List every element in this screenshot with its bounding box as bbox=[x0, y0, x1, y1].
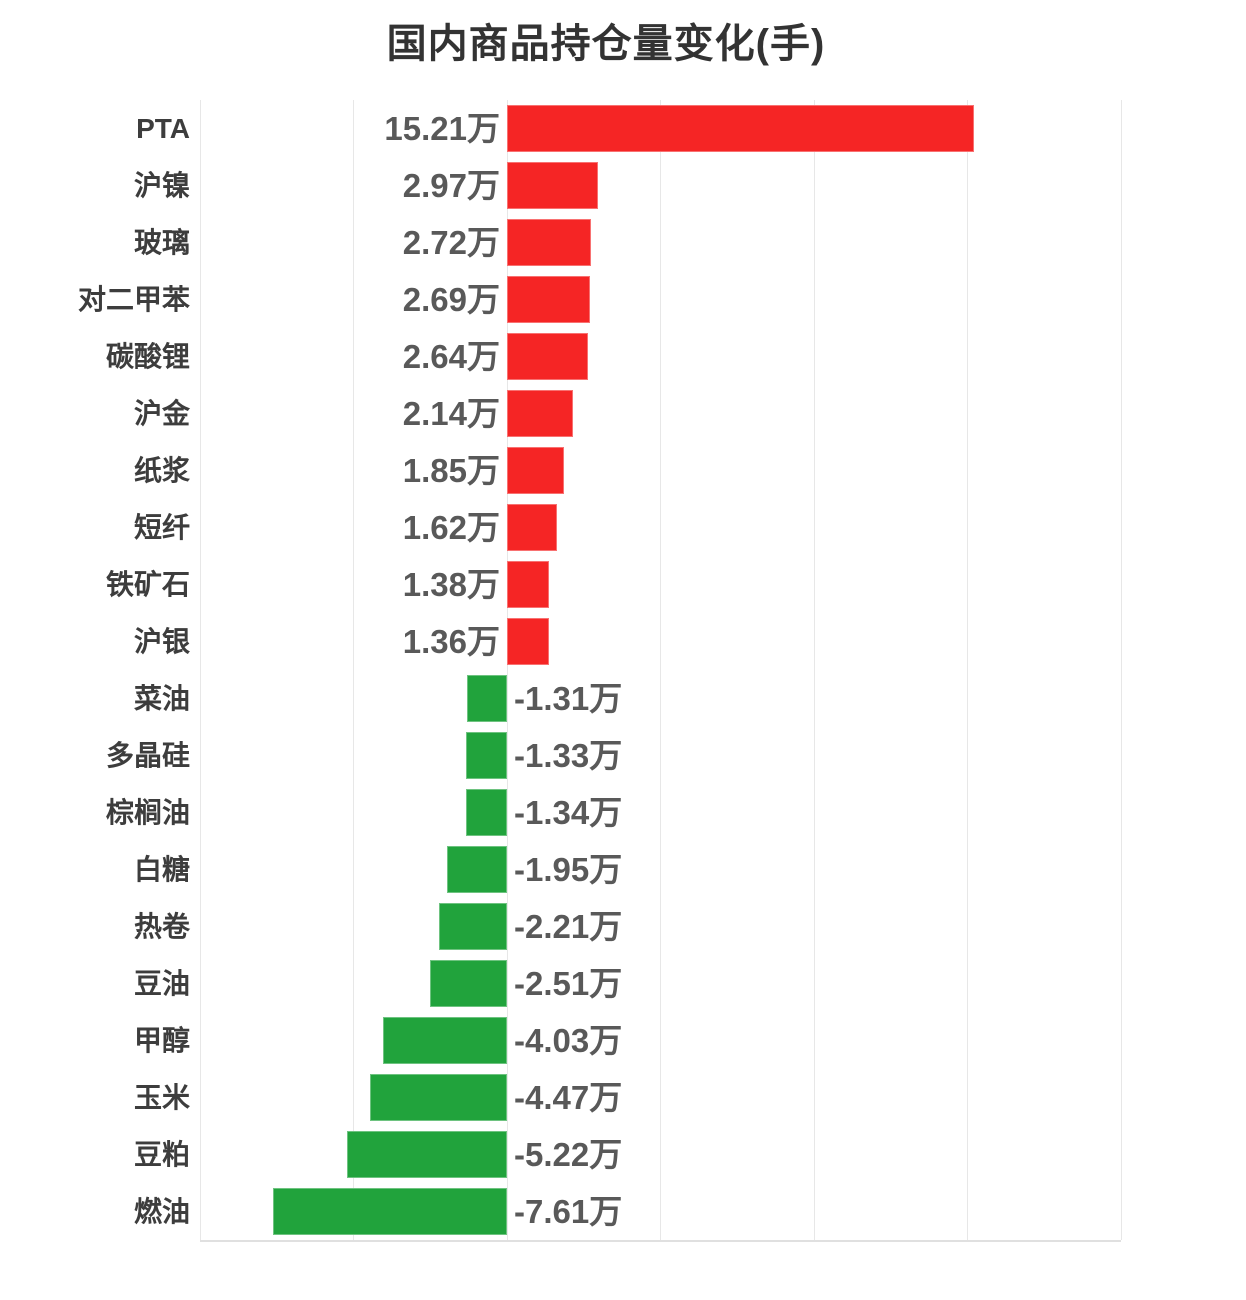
category-label: 沪镍 bbox=[133, 169, 190, 201]
value-label: -2.21万 bbox=[514, 907, 623, 945]
value-label: 2.64万 bbox=[402, 337, 500, 375]
bar-negative bbox=[466, 731, 507, 779]
category-label: 铁矿石 bbox=[105, 568, 190, 600]
value-label: -4.03万 bbox=[514, 1021, 623, 1059]
bar-negative bbox=[369, 1073, 507, 1121]
bar-positive bbox=[507, 275, 590, 323]
bar-positive bbox=[507, 218, 591, 266]
value-label: -2.51万 bbox=[514, 964, 623, 1002]
value-label: -1.95万 bbox=[514, 850, 623, 888]
category-label: 燃油 bbox=[133, 1195, 190, 1227]
bar-negative bbox=[466, 674, 507, 722]
gridline bbox=[660, 99, 661, 1240]
category-label: 多晶硅 bbox=[105, 739, 190, 771]
value-label: 2.69万 bbox=[402, 280, 500, 318]
category-label: 玉米 bbox=[133, 1081, 190, 1113]
value-label: -7.61万 bbox=[514, 1192, 623, 1230]
value-label: -1.34万 bbox=[514, 793, 623, 831]
value-label: -1.33万 bbox=[514, 736, 623, 774]
category-label: 短纤 bbox=[133, 511, 190, 543]
x-axis-line bbox=[200, 1239, 1121, 1242]
bar-negative bbox=[447, 845, 507, 893]
bar-positive bbox=[507, 446, 564, 494]
bar-negative bbox=[273, 1187, 507, 1235]
bar-positive bbox=[507, 560, 550, 608]
bar-positive bbox=[507, 161, 599, 209]
bar-negative bbox=[465, 788, 507, 836]
value-label: 15.21万 bbox=[384, 109, 500, 147]
value-label: -1.31万 bbox=[514, 679, 623, 717]
category-label: 纸浆 bbox=[133, 454, 190, 486]
category-label: 棕榈油 bbox=[105, 796, 190, 828]
bar-positive bbox=[507, 389, 573, 437]
gridline bbox=[813, 99, 815, 1240]
bar-negative bbox=[429, 959, 507, 1007]
gridline bbox=[1120, 99, 1122, 1240]
category-label: 热卷 bbox=[133, 910, 190, 942]
value-label: -5.22万 bbox=[514, 1135, 623, 1173]
category-label: PTA bbox=[136, 112, 190, 144]
value-label: 1.62万 bbox=[402, 508, 500, 546]
category-label: 沪银 bbox=[133, 625, 190, 657]
category-label: 豆油 bbox=[133, 967, 190, 999]
gridline bbox=[199, 99, 201, 1240]
category-label: 豆粕 bbox=[133, 1138, 190, 1170]
bar-positive bbox=[507, 104, 974, 152]
category-label: 碳酸锂 bbox=[105, 340, 190, 372]
bar-negative bbox=[439, 902, 507, 950]
value-label: 2.14万 bbox=[402, 394, 500, 432]
value-label: 1.36万 bbox=[402, 622, 500, 660]
value-label: 2.97万 bbox=[402, 166, 500, 204]
value-label: -4.47万 bbox=[514, 1078, 623, 1116]
value-label: 2.72万 bbox=[402, 223, 500, 261]
gridline bbox=[353, 99, 354, 1240]
gridline bbox=[967, 99, 968, 1240]
bar-positive bbox=[507, 617, 549, 665]
bar-negative bbox=[346, 1130, 507, 1178]
gridline bbox=[506, 99, 508, 1240]
chart-title: 国内商品持仓量变化(手) bbox=[386, 22, 826, 66]
value-label: 1.85万 bbox=[402, 451, 500, 489]
category-label: 菜油 bbox=[133, 682, 190, 714]
category-label: 对二甲苯 bbox=[77, 283, 190, 315]
category-label: 甲醇 bbox=[133, 1024, 190, 1056]
category-label: 白糖 bbox=[133, 853, 190, 885]
category-label: 沪金 bbox=[133, 397, 190, 429]
bar-positive bbox=[507, 332, 589, 380]
bar-positive bbox=[507, 503, 557, 551]
value-label: 1.38万 bbox=[402, 565, 500, 603]
bar-negative bbox=[383, 1016, 507, 1064]
category-label: 玻璃 bbox=[133, 226, 190, 258]
